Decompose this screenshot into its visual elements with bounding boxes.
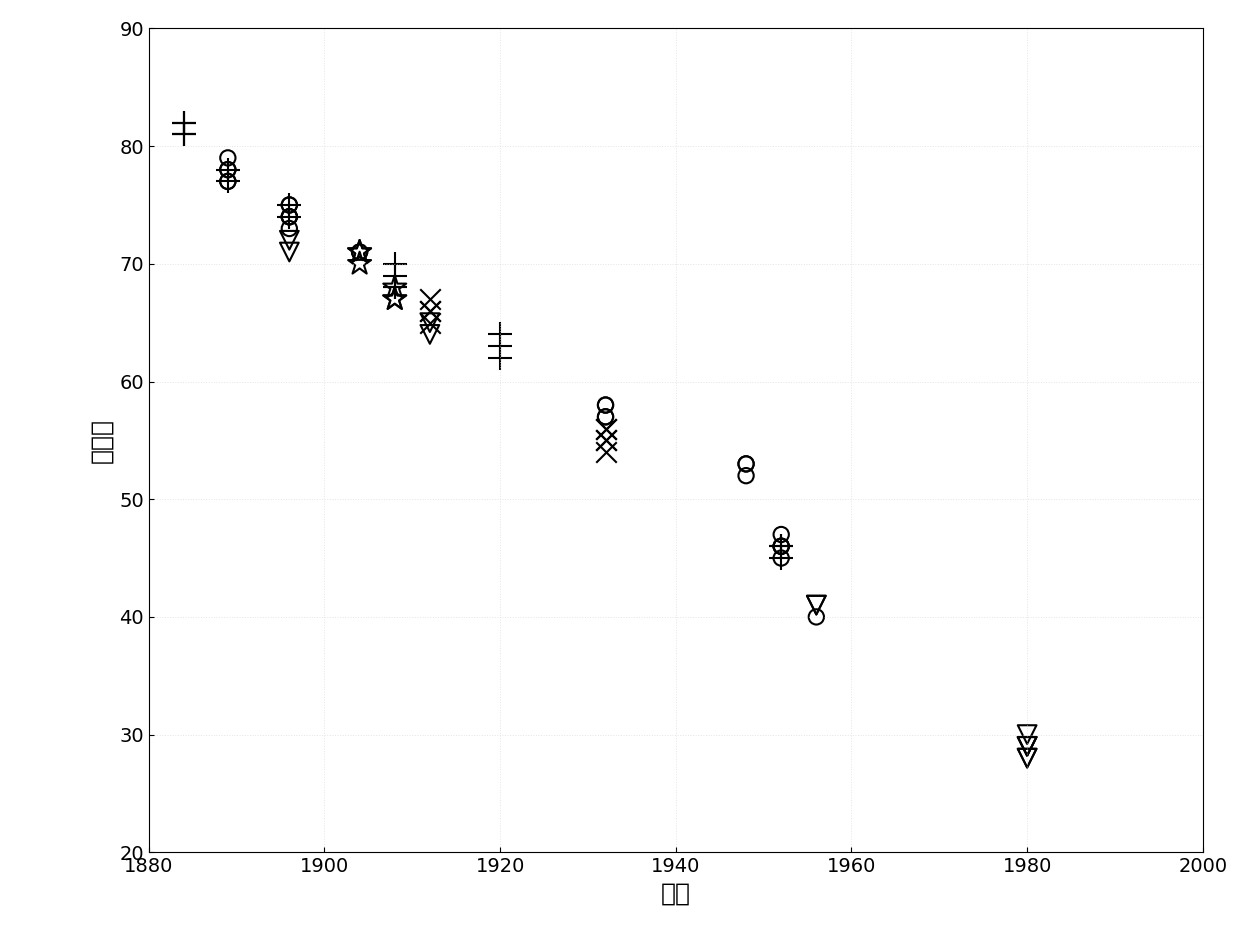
Point	[490, 339, 510, 354]
Point	[490, 350, 510, 366]
Point	[384, 279, 404, 295]
X-axis label: 距离: 距离	[661, 882, 691, 905]
Point	[279, 197, 299, 212]
Point	[384, 292, 404, 307]
Point	[420, 292, 440, 307]
Point	[350, 257, 370, 272]
Point	[771, 539, 791, 554]
Point	[595, 409, 615, 424]
Point	[279, 209, 299, 224]
Point	[218, 174, 238, 189]
Point	[771, 550, 791, 565]
Point	[420, 303, 440, 318]
Point	[384, 279, 404, 295]
Point	[1017, 727, 1037, 742]
Point	[279, 197, 299, 212]
Point	[218, 162, 238, 177]
Point	[350, 244, 370, 259]
Point	[771, 550, 791, 565]
Point	[595, 409, 615, 424]
Point	[174, 127, 193, 142]
Point	[595, 398, 615, 413]
Point	[420, 315, 440, 331]
Point	[1017, 751, 1037, 766]
Point	[174, 115, 193, 130]
Point	[279, 221, 299, 236]
Point	[279, 209, 299, 224]
Point	[384, 279, 404, 295]
Point	[218, 162, 238, 177]
Point	[595, 398, 615, 413]
Point	[1017, 751, 1037, 766]
Point	[218, 174, 238, 189]
Point	[806, 598, 826, 613]
Point	[737, 456, 756, 472]
Point	[174, 115, 193, 130]
Point	[806, 598, 826, 613]
Point	[771, 539, 791, 554]
Point	[279, 197, 299, 212]
Point	[737, 468, 756, 483]
Point	[595, 444, 615, 459]
Y-axis label: 多普勒: 多普勒	[89, 418, 114, 463]
Point	[737, 456, 756, 472]
Point	[279, 244, 299, 259]
Point	[771, 527, 791, 542]
Point	[595, 421, 615, 437]
Point	[218, 174, 238, 189]
Point	[218, 151, 238, 166]
Point	[771, 539, 791, 554]
Point	[384, 292, 404, 307]
Point	[595, 433, 615, 448]
Point	[806, 609, 826, 624]
Point	[420, 303, 440, 318]
Point	[218, 162, 238, 177]
Point	[174, 127, 193, 142]
Point	[1017, 739, 1037, 754]
Point	[595, 421, 615, 437]
Point	[279, 233, 299, 248]
Point	[279, 209, 299, 224]
Point	[279, 209, 299, 224]
Point	[384, 268, 404, 283]
Point	[1017, 739, 1037, 754]
Point	[350, 244, 370, 259]
Point	[174, 127, 193, 142]
Point	[771, 539, 791, 554]
Point	[420, 315, 440, 331]
Point	[420, 327, 440, 342]
Point	[350, 244, 370, 259]
Point	[174, 115, 193, 130]
Point	[350, 244, 370, 259]
Point	[1017, 739, 1037, 754]
Point	[490, 327, 510, 342]
Point	[384, 257, 404, 272]
Point	[771, 539, 791, 554]
Point	[595, 433, 615, 448]
